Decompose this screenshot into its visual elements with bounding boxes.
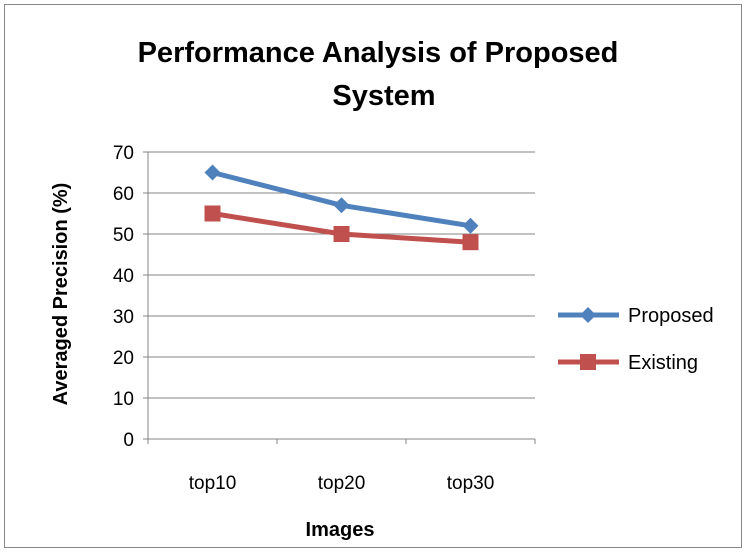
- legend-marker-icon: [580, 307, 596, 323]
- legend-item: Existing: [558, 352, 698, 374]
- data-point-marker: [462, 217, 479, 234]
- data-point-marker: [204, 164, 221, 181]
- legend-item: Proposed: [558, 305, 714, 327]
- y-axis-title: Averaged Precision (%): [50, 183, 72, 406]
- series: [204, 164, 479, 251]
- y-tick-label: 20: [113, 348, 134, 369]
- axes: [143, 151, 536, 444]
- y-tick-label: 40: [113, 266, 134, 287]
- data-point-marker: [333, 197, 350, 214]
- x-tick-labels: top10 top20 top30: [189, 473, 495, 494]
- gridlines: [148, 151, 535, 399]
- x-axis-title: Images: [306, 519, 375, 541]
- y-tick-label: 60: [113, 184, 134, 205]
- legend-label: Existing: [628, 352, 698, 374]
- chart-frame: [4, 4, 742, 548]
- data-point-marker: [333, 226, 350, 242]
- data-point-marker: [462, 234, 479, 251]
- x-tick-label: top20: [318, 473, 366, 494]
- series-proposed: [204, 164, 479, 234]
- legend-marker-icon: [580, 354, 596, 370]
- series-existing: [204, 205, 479, 251]
- y-tick-labels: 0 10 20 30 40 50 60 70: [113, 143, 134, 451]
- y-tick-label: 50: [113, 225, 134, 246]
- legend: Proposed Existing: [558, 305, 714, 374]
- y-tick-label: 30: [113, 307, 134, 328]
- legend-label: Proposed: [628, 305, 714, 327]
- x-tick-label: top30: [447, 473, 495, 494]
- chart-title-line-2: System: [332, 80, 435, 112]
- y-tick-label: 0: [123, 430, 134, 451]
- x-tick-label: top10: [189, 473, 237, 494]
- y-tick-label: 10: [113, 389, 134, 410]
- y-tick-label: 70: [113, 143, 134, 164]
- data-point-marker: [204, 205, 221, 222]
- chart-title-line-1: Performance Analysis of Proposed: [138, 37, 619, 69]
